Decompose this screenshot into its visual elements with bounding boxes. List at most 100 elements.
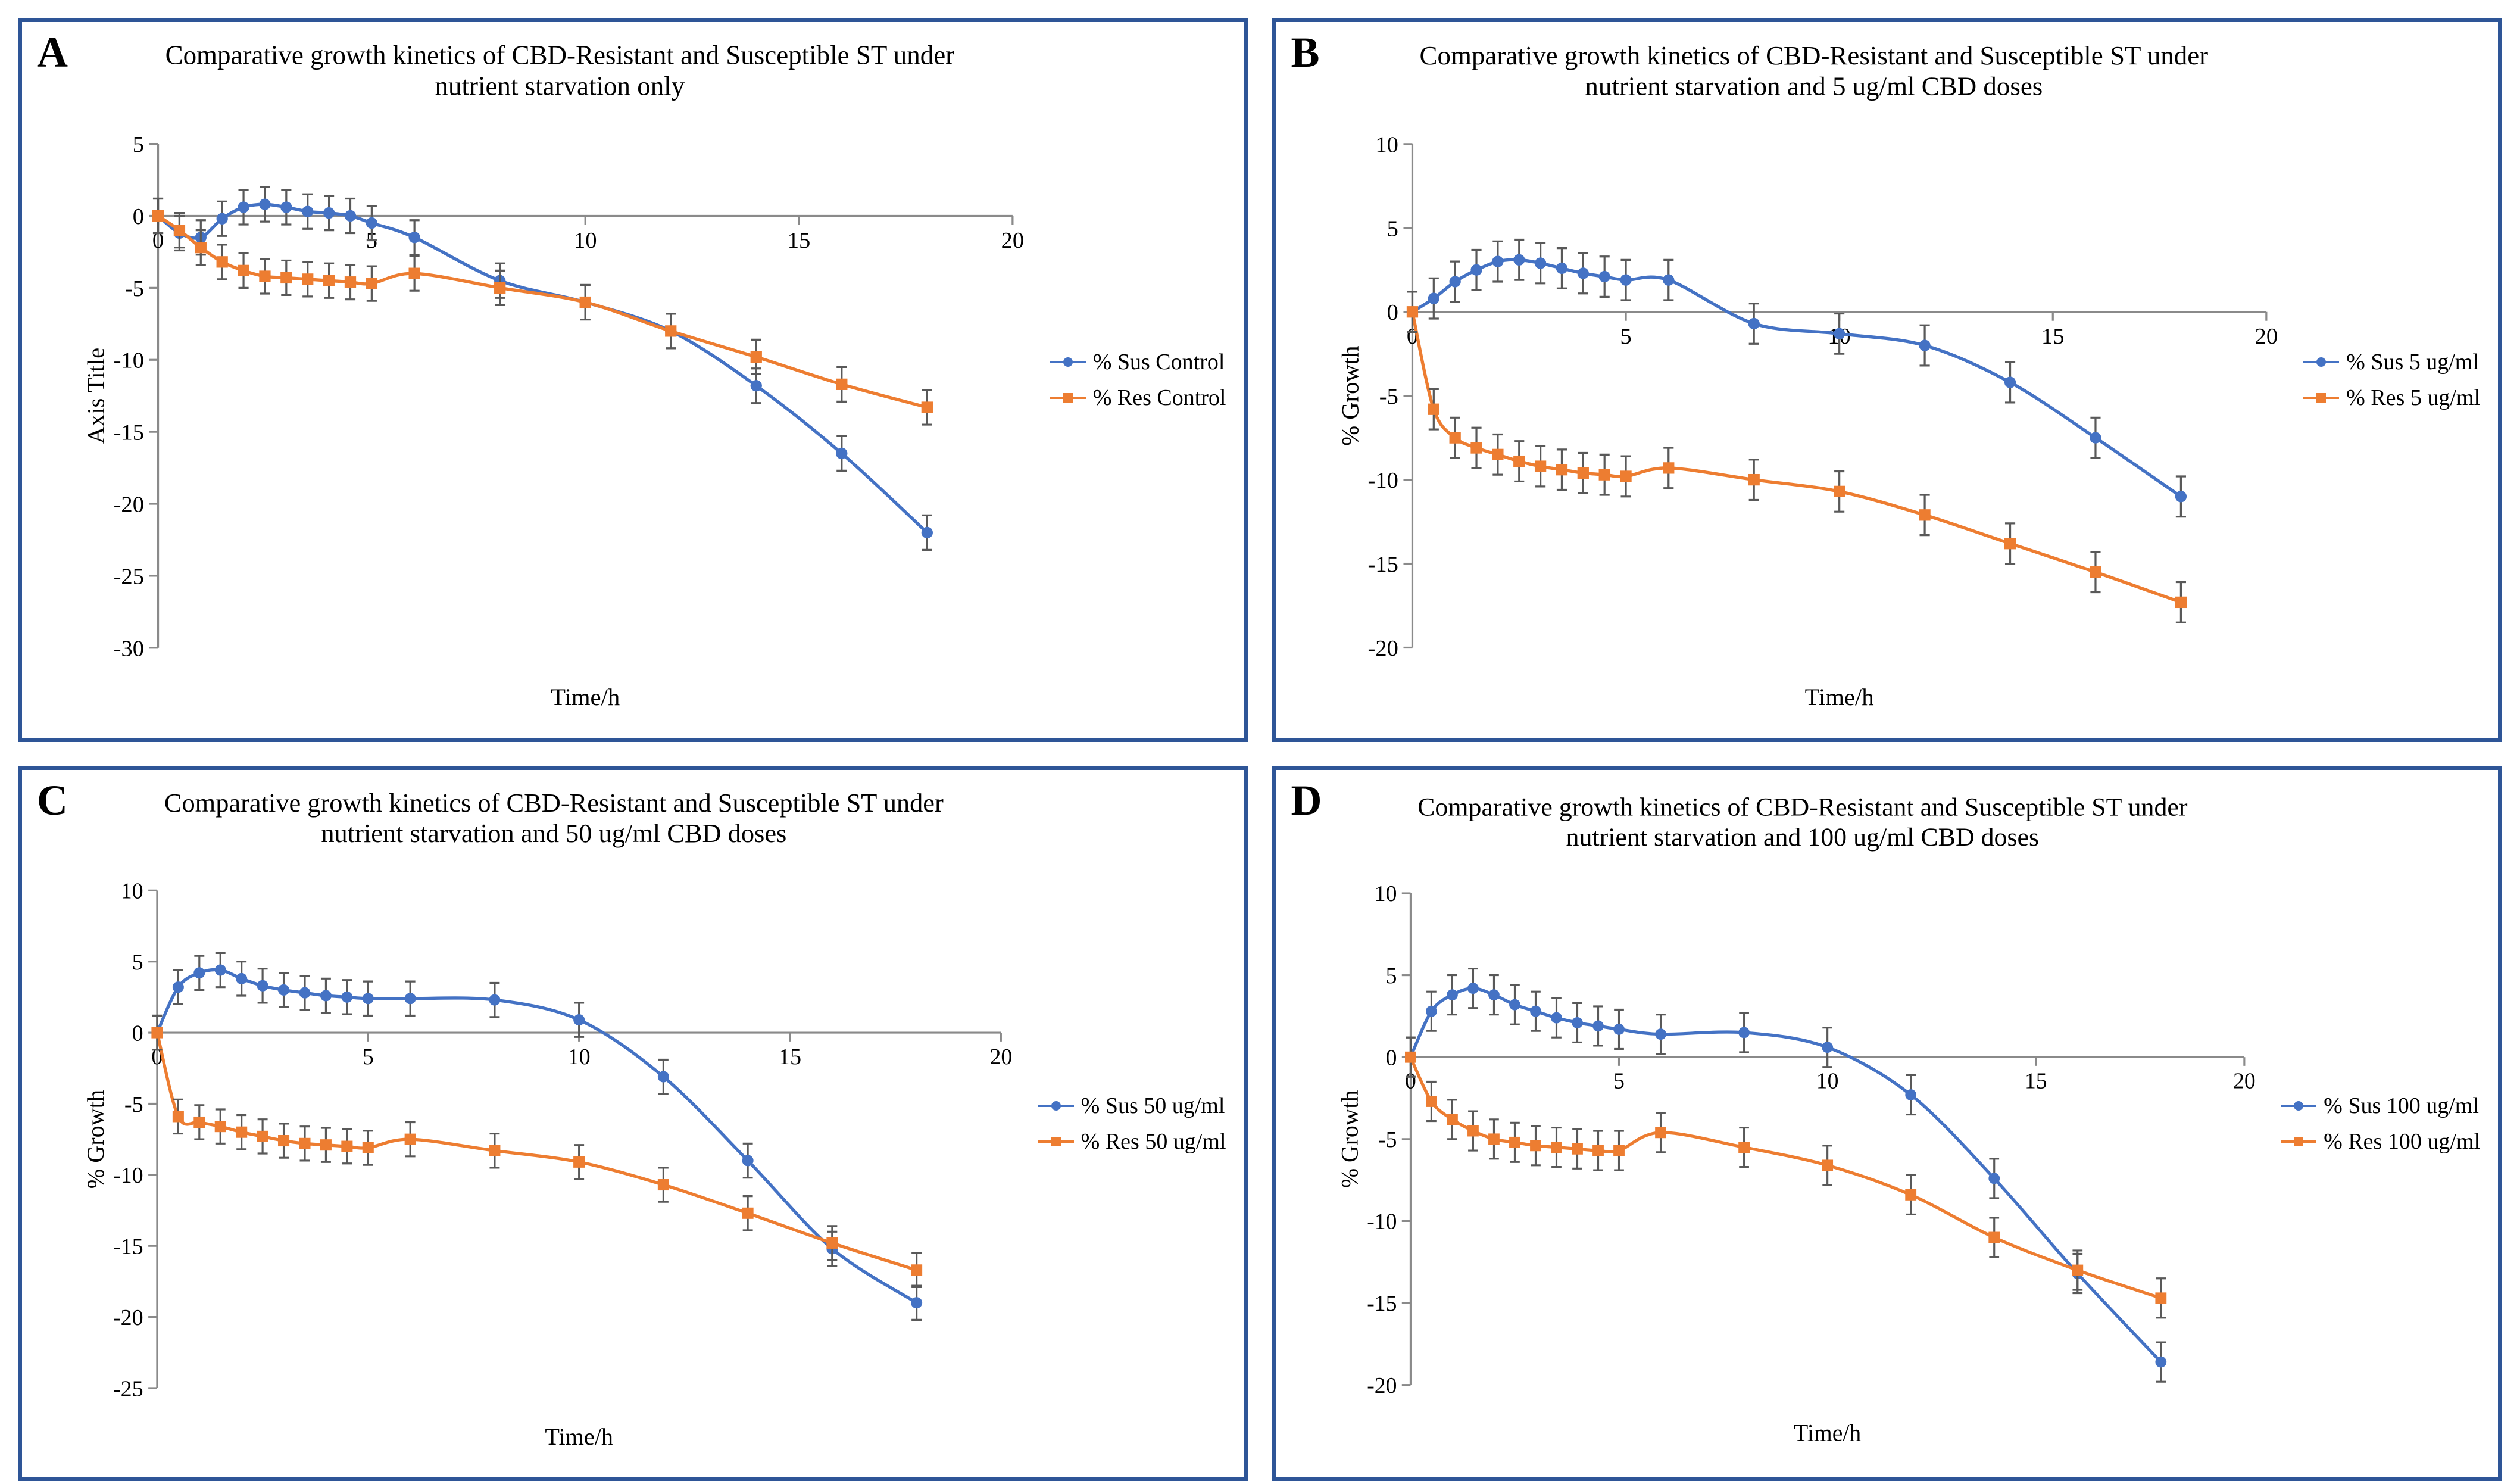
marker-res <box>1405 1052 1416 1063</box>
marker-res <box>2175 597 2186 608</box>
marker-sus <box>1467 983 1479 994</box>
y-tick-label: -10 <box>1367 468 1398 493</box>
marker-sus <box>2175 491 2186 502</box>
legend: % Sus 5 ug/ml% Res 5 ug/ml <box>2303 22 2498 738</box>
marker-res <box>278 1135 289 1146</box>
legend-label: % Res Control <box>1093 385 1226 411</box>
legend-swatch <box>2281 1140 2316 1143</box>
series-line-sus <box>157 969 917 1302</box>
x-axis-label: Time/h <box>545 1423 613 1450</box>
y-tick-label: -15 <box>1367 1291 1397 1316</box>
legend-label: % Sus 100 ug/ml <box>2324 1093 2479 1119</box>
marker-res <box>323 275 335 286</box>
legend-item: % Sus 100 ug/ml <box>2281 1093 2480 1119</box>
marker-sus <box>1509 999 1520 1011</box>
y-tick-label: 10 <box>1374 881 1397 906</box>
marker-sus <box>1919 339 1930 351</box>
marker-res <box>1492 449 1503 460</box>
marker-res <box>2072 1264 2083 1276</box>
marker-sus <box>299 987 310 999</box>
y-axis-label: % Growth <box>1336 1090 1363 1187</box>
chart-a: Comparative growth kinetics of CBD-Resis… <box>82 34 1038 726</box>
y-tick-label: -5 <box>124 1092 143 1117</box>
legend-swatch <box>2303 397 2339 399</box>
marker-res <box>1406 306 1417 317</box>
marker-sus <box>573 1014 585 1025</box>
marker-res <box>494 282 505 294</box>
legend-item: % Sus Control <box>1050 349 1226 375</box>
marker-res <box>320 1139 332 1150</box>
legend: % Sus 50 ug/ml % Res 50 ug/ml <box>1038 770 1244 1477</box>
marker-sus <box>363 993 374 1004</box>
marker-sus <box>1905 1089 1916 1100</box>
marker-res <box>1738 1142 1750 1153</box>
marker-sus <box>2155 1357 2166 1368</box>
marker-sus <box>257 980 268 992</box>
marker-sus <box>1470 264 1482 276</box>
marker-sus <box>1428 293 1439 304</box>
marker-res <box>195 242 207 253</box>
x-tick-label: 20 <box>1001 228 1025 253</box>
y-tick-label: 5 <box>1385 964 1397 989</box>
marker-res <box>152 210 164 222</box>
marker-res <box>280 272 292 283</box>
legend-item: % Res 100 ug/ml <box>2281 1128 2480 1155</box>
y-tick-label: -20 <box>114 492 144 517</box>
marker-sus <box>1551 1012 1562 1024</box>
x-tick-label: 15 <box>2024 1068 2047 1093</box>
chart-area: Comparative growth kinetics of CBD-Resis… <box>1336 34 2292 726</box>
marker-res <box>1428 404 1439 415</box>
y-tick-label: -15 <box>113 1234 143 1259</box>
marker-res <box>580 297 591 308</box>
legend-item: % Sus 50 ug/ml <box>1038 1093 1226 1119</box>
x-tick-label: 10 <box>574 228 597 253</box>
circle-marker-icon <box>1063 357 1073 367</box>
marker-res <box>173 1111 184 1122</box>
marker-res <box>341 1140 352 1152</box>
series-line-sus <box>1412 260 2181 497</box>
chart-area: Comparative growth kinetics of CBD-Resis… <box>82 782 1026 1465</box>
marker-sus <box>836 448 847 459</box>
marker-res <box>826 1237 838 1249</box>
y-tick-label: 5 <box>1387 216 1398 241</box>
panel-d: DComparative growth kinetics of CBD-Resi… <box>1272 766 2503 1481</box>
panel-a: AComparative growth kinetics of CBD-Resi… <box>18 18 1248 742</box>
chart-b: Comparative growth kinetics of CBD-Resis… <box>1336 34 2292 726</box>
marker-res <box>1592 1145 1604 1156</box>
marker-sus <box>2090 432 2101 444</box>
marker-res <box>751 351 762 363</box>
marker-sus <box>1488 989 1500 1000</box>
series-line-res <box>157 1033 917 1270</box>
marker-res <box>1822 1159 1833 1171</box>
marker-res <box>1577 467 1588 479</box>
marker-sus <box>280 201 292 213</box>
panel-b: BComparative growth kinetics of CBD-Resi… <box>1272 18 2503 742</box>
legend-label: % Res 50 ug/ml <box>1081 1128 1226 1155</box>
panel-letter: C <box>37 776 68 825</box>
marker-sus <box>1513 254 1525 266</box>
legend-item: % Res 50 ug/ml <box>1038 1128 1226 1155</box>
y-tick-label: 0 <box>1385 1045 1397 1070</box>
marker-sus <box>1449 276 1460 287</box>
panel-c: C Comparative growth kinetics of CBD-Resi… <box>18 766 1248 1481</box>
y-tick-label: -10 <box>1367 1209 1397 1234</box>
x-tick-label: 5 <box>1613 1068 1625 1093</box>
y-tick-label: -15 <box>114 420 144 445</box>
marker-res <box>2004 538 2015 549</box>
series-line-res <box>1412 312 2181 603</box>
marker-sus <box>1426 1006 1437 1017</box>
marker-sus <box>1613 1024 1625 1035</box>
legend-label: % Res 5 ug/ml <box>2346 385 2480 411</box>
marker-sus <box>217 213 228 225</box>
marker-res <box>345 276 356 288</box>
marker-sus <box>742 1155 754 1166</box>
x-tick-label: 20 <box>989 1045 1012 1070</box>
marker-res <box>151 1027 163 1038</box>
marker-sus <box>408 232 420 243</box>
marker-res <box>1834 486 1845 497</box>
marker-res <box>299 1138 310 1149</box>
chart-d: Comparative growth kinetics of CBD-Resis… <box>1336 782 2269 1465</box>
marker-sus <box>1556 263 1567 274</box>
marker-res <box>1534 460 1545 472</box>
marker-sus <box>1663 275 1674 286</box>
